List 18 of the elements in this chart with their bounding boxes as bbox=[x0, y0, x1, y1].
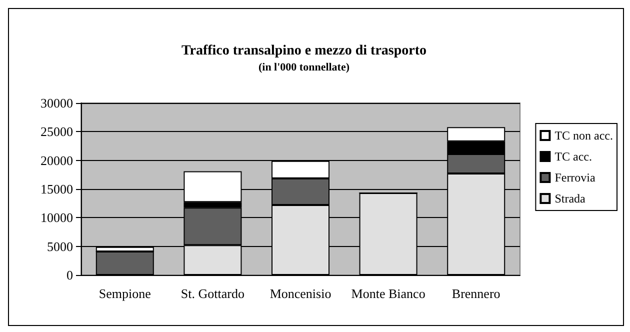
x-tick-label: Brennero bbox=[452, 286, 500, 301]
y-tick-label: 20000 bbox=[40, 152, 73, 168]
legend-label: Strada bbox=[554, 192, 586, 206]
y-tick-label: 0 bbox=[66, 268, 73, 282]
y-tick-label: 25000 bbox=[40, 124, 73, 140]
legend-label: TC non acc. bbox=[554, 128, 613, 142]
y-tick-label: 30000 bbox=[40, 96, 73, 110]
x-tick-label: Sempione bbox=[98, 286, 152, 301]
x-tick-label: Monte Bianco bbox=[351, 286, 426, 301]
y-tick-label: 10000 bbox=[40, 210, 73, 226]
legend-label: Ferrovia bbox=[554, 170, 596, 184]
chart-subtitle: (in l'000 tonnellate) bbox=[258, 62, 350, 74]
y-tick-label: 5000 bbox=[47, 238, 73, 254]
x-tick-label: Moncenisio bbox=[270, 286, 332, 301]
x-tick-label: St. Gottardo bbox=[180, 286, 244, 301]
chart-title: Traffico transalpino e mezzo di trasporto bbox=[181, 44, 427, 58]
y-tick-label: 15000 bbox=[40, 182, 73, 196]
legend-label: TC acc. bbox=[554, 150, 592, 164]
